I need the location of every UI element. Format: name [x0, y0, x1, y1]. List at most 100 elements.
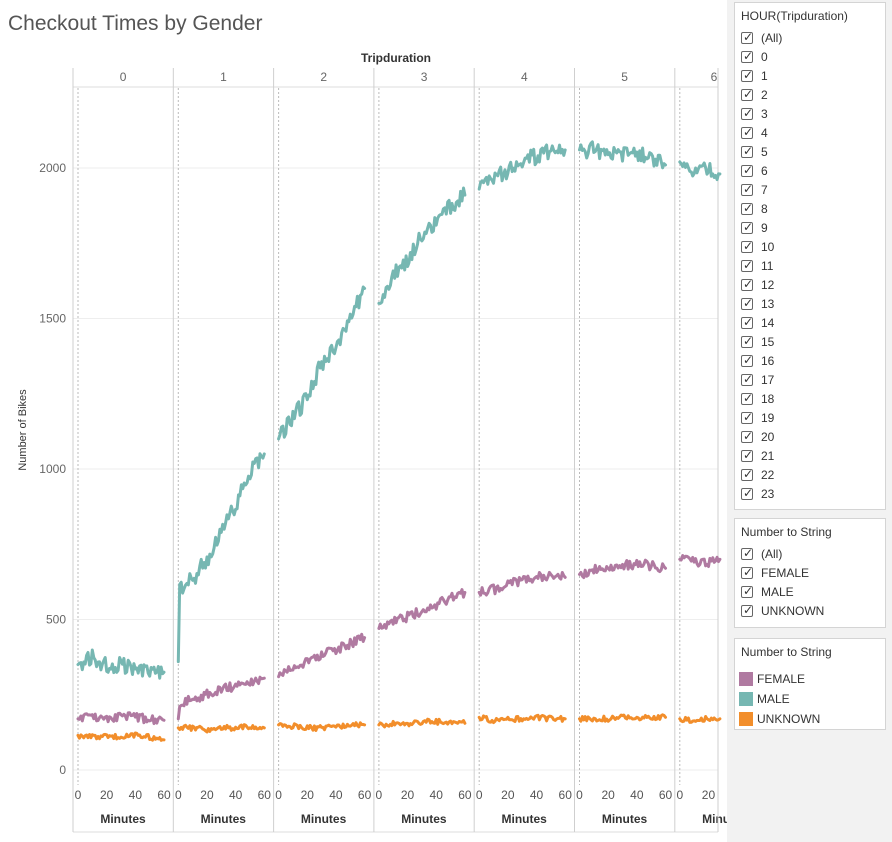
hour-filter-item-label: 12 [761, 278, 775, 292]
hour-filter-item-row[interactable]: 3 [735, 104, 885, 124]
hour-filter-list: (All)01234567891011121314151617181920212… [735, 23, 885, 504]
gender-filter-item-row[interactable]: UNKNOWN [735, 601, 885, 621]
checkbox[interactable] [741, 180, 753, 199]
x-tick-label: 0 [275, 788, 282, 802]
y-tick-label: 0 [59, 763, 66, 777]
checkbox[interactable] [741, 218, 753, 237]
hour-filter-item-row[interactable]: 23 [735, 484, 885, 504]
checkbox[interactable] [741, 199, 753, 218]
series-line-female [176, 675, 266, 721]
legend-item[interactable]: FEMALE [735, 669, 885, 689]
checkbox[interactable] [741, 484, 753, 503]
hour-filter-item-row[interactable]: 0 [735, 47, 885, 67]
gender-filter-item-row[interactable]: FEMALE [735, 563, 885, 583]
checkbox[interactable] [741, 294, 753, 313]
gender-filter-item-row[interactable]: (All) [735, 544, 885, 564]
series-line-female [277, 632, 367, 679]
hour-filter-item-row[interactable]: 6 [735, 161, 885, 181]
checkbox[interactable] [741, 256, 753, 275]
hour-filter-item-row[interactable]: 18 [735, 389, 885, 409]
hour-filter-item-label: 14 [761, 316, 775, 330]
hour-filter-item-row[interactable]: 21 [735, 446, 885, 466]
hour-filter-item-row[interactable]: 14 [735, 313, 885, 333]
hour-filter-item-row[interactable]: 20 [735, 427, 885, 447]
hour-filter-item-row[interactable]: 9 [735, 218, 885, 238]
checkbox[interactable] [741, 351, 753, 370]
checkbox[interactable] [741, 313, 753, 332]
hour-filter-item-label: 20 [761, 430, 775, 444]
legend-label: MALE [757, 692, 790, 706]
x-tick-label: 0 [476, 788, 483, 802]
hour-filter-item-row[interactable]: 17 [735, 370, 885, 390]
series-line-female [477, 570, 567, 597]
checkbox[interactable] [741, 161, 753, 180]
checkbox[interactable] [741, 142, 753, 161]
hour-filter-item-row[interactable]: 10 [735, 237, 885, 257]
checkbox[interactable] [741, 237, 753, 256]
gender-filter-item-label: FEMALE [761, 566, 810, 580]
legend-item[interactable]: MALE [735, 689, 885, 709]
hour-filter-item-row[interactable]: 5 [735, 142, 885, 162]
hour-filter-item-row[interactable]: 22 [735, 465, 885, 485]
y-axis-label: Number of Bikes [17, 389, 29, 471]
series-line-female [377, 588, 467, 630]
hour-filter-item-row[interactable]: 8 [735, 199, 885, 219]
series-line-female [578, 558, 667, 580]
hour-filter-item-label: 2 [761, 88, 768, 102]
x-tick-label: 0 [676, 788, 683, 802]
y-tick-label: 1500 [39, 312, 66, 326]
x-tick-label: 60 [559, 788, 573, 802]
x-tick-label: 40 [430, 788, 444, 802]
x-axis-label: Minutes [201, 812, 247, 826]
series-line-male [277, 285, 367, 441]
hour-filter-item-row[interactable]: 13 [735, 294, 885, 314]
checkbox[interactable] [741, 427, 753, 446]
checkbox[interactable] [741, 544, 753, 563]
checkbox[interactable] [741, 85, 753, 104]
checkbox[interactable] [741, 123, 753, 142]
checkbox[interactable] [741, 563, 753, 582]
hour-filter-item-row[interactable]: 15 [735, 332, 885, 352]
checkbox[interactable] [741, 601, 753, 620]
gender-filter-item-row[interactable]: MALE [735, 582, 885, 602]
checkbox[interactable] [741, 104, 753, 123]
x-tick-label: 60 [659, 788, 673, 802]
series-line-male [477, 143, 567, 191]
hour-filter-item-row[interactable]: 7 [735, 180, 885, 200]
hour-filter-item-label: 22 [761, 468, 775, 482]
checkbox[interactable] [741, 582, 753, 601]
checkbox[interactable] [741, 446, 753, 465]
hour-filter-item-label: 1 [761, 69, 768, 83]
x-tick-label: 20 [702, 788, 716, 802]
checkbox[interactable] [741, 408, 753, 427]
hour-filter-item-row[interactable]: 1 [735, 66, 885, 86]
y-tick-label: 500 [46, 613, 66, 627]
x-axis-label: Minutes [702, 812, 727, 826]
hour-filter-item-row[interactable]: 12 [735, 275, 885, 295]
checkbox[interactable] [741, 66, 753, 85]
hour-filter-item-row[interactable]: (All) [735, 28, 885, 48]
hour-filter-item-row[interactable]: 4 [735, 123, 885, 143]
checkbox[interactable] [741, 389, 753, 408]
hour-filter-title: HOUR(Tripduration) [741, 9, 848, 23]
hour-filter-item-row[interactable]: 16 [735, 351, 885, 371]
legend-title: Number to String [741, 645, 832, 659]
gender-filter-title: Number to String [741, 525, 832, 539]
hour-filter-item-label: 21 [761, 449, 775, 463]
checkbox[interactable] [741, 465, 753, 484]
checkbox[interactable] [741, 370, 753, 389]
x-tick-label: 0 [576, 788, 583, 802]
hour-filter-item-label: 17 [761, 373, 775, 387]
legend-item[interactable]: UNKNOWN [735, 709, 885, 729]
hour-filter-item-row[interactable]: 2 [735, 85, 885, 105]
x-tick-label: 60 [458, 788, 472, 802]
x-tick-label: 0 [75, 788, 82, 802]
checkbox[interactable] [741, 47, 753, 66]
checkbox[interactable] [741, 28, 753, 47]
legend-list: FEMALE MALE UNKNOWN [735, 659, 885, 729]
hour-filter-item-row[interactable]: 11 [735, 256, 885, 276]
hour-filter-item-row[interactable]: 19 [735, 408, 885, 428]
checkbox[interactable] [741, 275, 753, 294]
checkbox[interactable] [741, 332, 753, 351]
column-label: 2 [320, 70, 327, 84]
